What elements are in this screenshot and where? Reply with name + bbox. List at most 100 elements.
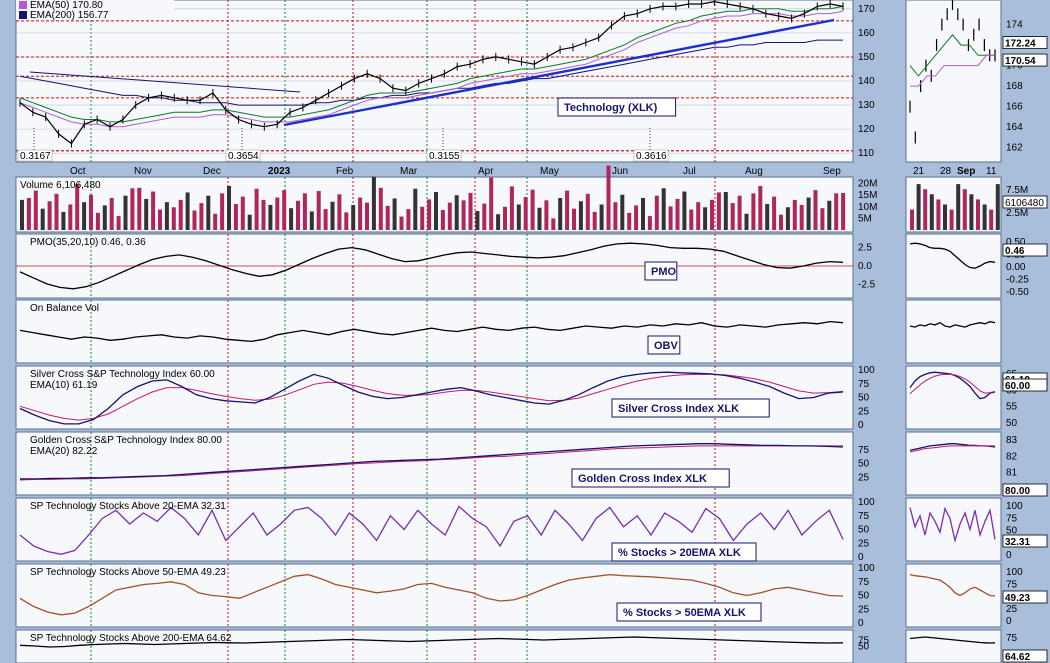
volume-bar — [116, 216, 121, 230]
volume-bar — [316, 191, 321, 230]
volume-bar — [606, 165, 611, 230]
ind5-inset-tick-1: 82 — [1006, 451, 1018, 462]
volume-bar — [716, 192, 721, 230]
ind5-badge-box-0 — [1002, 483, 1048, 497]
ind2-tick-0: 2.5 — [858, 243, 872, 254]
volume-bar — [302, 193, 307, 230]
volume-bar — [496, 214, 501, 230]
inset-panel-5 — [905, 431, 1002, 496]
ind4-tick-4: 0 — [858, 420, 864, 431]
panel-4 — [15, 365, 854, 430]
ind6-inset-tick-2: 50 — [1006, 526, 1018, 537]
ind8-badge-0: 64.62 — [1005, 652, 1030, 663]
ind2-badge-0: 0.46 — [1005, 246, 1025, 257]
price-tick-3: 140 — [858, 76, 875, 87]
ind5-tick-0: 75 — [858, 445, 870, 456]
vol-inset-tick-0: 7.5M — [1006, 185, 1028, 196]
volume-bar — [192, 210, 197, 230]
ema200-early — [29, 71, 301, 93]
volume-bar — [572, 208, 576, 230]
inset-month-1: 28 — [940, 166, 952, 177]
ind4-ema — [19, 373, 844, 421]
volume-bar — [751, 193, 756, 230]
volume-bar — [33, 190, 38, 230]
volume-bar — [482, 203, 487, 230]
volume-bar — [509, 186, 514, 230]
ind8-tick-0: 75 — [858, 635, 870, 646]
volume-bar — [344, 212, 349, 230]
volume-bar — [82, 202, 87, 230]
volume-bar — [399, 216, 404, 230]
ind4-inset-tick-3: 50 — [1006, 418, 1018, 429]
volume-bar — [178, 199, 183, 230]
volume-bar — [682, 191, 687, 230]
price-tick-5: 160 — [858, 28, 875, 39]
ind7-inset-tick-4: 0 — [1006, 616, 1012, 627]
volume-bar — [171, 207, 176, 230]
month-0: Oct — [70, 166, 86, 177]
ind8-line — [19, 636, 844, 648]
ind3-inset-line — [909, 320, 996, 328]
ind3-tag: OBV — [654, 340, 679, 352]
ind4-legend-0: Silver Cross S&P Technology Index 60.00 — [30, 369, 215, 380]
price-name: Technology (XLK) — [564, 102, 658, 114]
ind2-tag-box — [644, 261, 678, 281]
ind5-inset-ema — [909, 445, 995, 453]
volume-bar — [206, 195, 211, 230]
volume-bar — [137, 187, 142, 230]
volume-bar — [723, 191, 728, 230]
ind7-tick-3: 25 — [858, 604, 870, 615]
month-2: Dec — [203, 166, 221, 177]
ind2-inset-tick-4: -0.50 — [1006, 287, 1029, 298]
price-tick-6: 170 — [858, 4, 875, 15]
ind8-tick-1: 50 — [858, 642, 870, 653]
ind4-line — [19, 371, 844, 425]
price-inset-tick-0: 174 — [1006, 20, 1023, 31]
inset-volume-bar — [949, 209, 954, 230]
inset-volume-bar — [923, 189, 928, 230]
volume-bar — [675, 198, 680, 230]
volume-bar — [578, 201, 583, 230]
volume-bar — [710, 199, 714, 230]
price-tick-1: 120 — [858, 124, 875, 135]
inset-volume-bar — [995, 184, 1000, 230]
ind8-legend-0: SP Technology Stocks Above 200-EMA 64.62 — [30, 633, 232, 644]
volume-bar — [820, 208, 825, 230]
inset-ema-magenta — [910, 54, 995, 87]
inset-panel-3 — [905, 299, 1002, 364]
inset-volume-bar — [982, 204, 987, 230]
volume-bar — [813, 190, 818, 230]
volume-bar — [109, 198, 114, 230]
legend-ema50: EMA(50) 170.80 — [30, 0, 103, 11]
volume-bar — [779, 214, 783, 230]
volume-bar — [392, 198, 397, 230]
ind2-badge-box-0 — [1002, 243, 1048, 257]
volume-bar — [220, 193, 225, 230]
volume-bar — [68, 204, 73, 230]
inset-volume-bar — [962, 189, 967, 230]
volume-bar — [696, 202, 701, 230]
ind5-inset-tick-2: 81 — [1006, 468, 1018, 479]
volume-bar — [282, 190, 287, 230]
volume-bar — [413, 188, 418, 230]
ind6-tag-box — [611, 542, 757, 562]
ind4-badge-box-1 — [1002, 378, 1048, 392]
volume-bar — [61, 211, 66, 230]
price-badge-0: 172.24 — [1005, 39, 1036, 50]
price-tick-4: 150 — [858, 52, 875, 63]
ind2-tick-2: -2.5 — [858, 279, 876, 290]
volume-bar — [434, 191, 438, 230]
ind4-inset-ema — [909, 373, 996, 394]
volume-bar — [765, 204, 770, 230]
ind2-inset-tick-0: 0.50 — [1006, 237, 1026, 248]
annotation-3: 0.3616 — [636, 151, 667, 162]
ind4-tick-2: 50 — [858, 393, 870, 404]
ind5-tag: Golden Cross Index XLK — [578, 473, 707, 485]
ema50-line — [19, 5, 844, 123]
annotation-box-0 — [17, 149, 53, 162]
legend-ema200: EMA(200) 156.77 — [30, 10, 109, 21]
ind4-tick-1: 75 — [858, 379, 870, 390]
volume-bar — [275, 197, 280, 230]
volume-bar — [268, 204, 273, 230]
vol-tick-1: 15M — [858, 190, 877, 201]
